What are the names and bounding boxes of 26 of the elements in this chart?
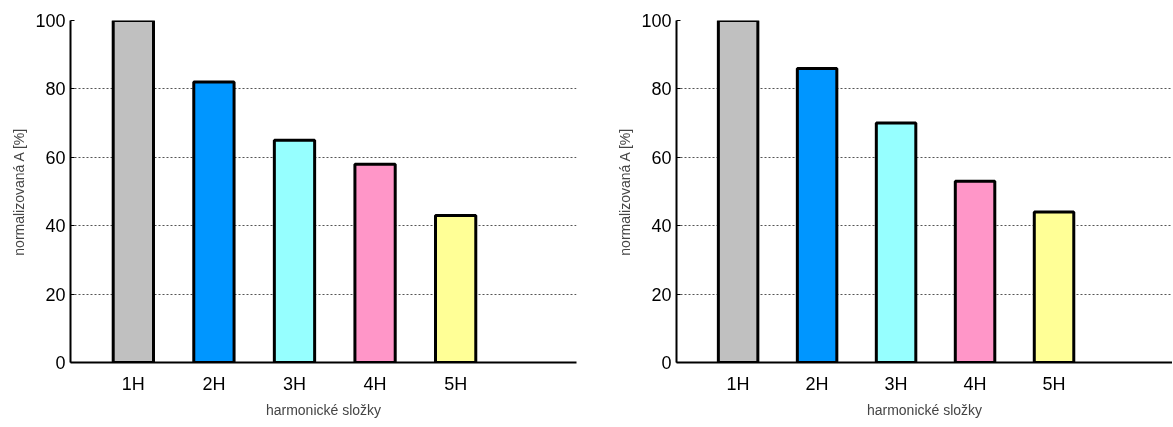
y-tick-label: 20: [651, 284, 672, 305]
x-tick-label: 2H: [805, 373, 829, 394]
x-tick-label: 4H: [963, 373, 987, 394]
x-axis-title: harmonické složky: [265, 401, 382, 418]
x-tick-label: 5H: [1042, 373, 1066, 394]
x-tick-label: 4H: [363, 373, 387, 394]
x-tick-label: 5H: [444, 373, 468, 394]
y-tick-label: 60: [45, 147, 66, 168]
y-axis-title: normalizovaná A [%]: [11, 128, 28, 256]
y-tick-label: 60: [651, 147, 672, 168]
y-tick-label: 100: [641, 11, 672, 31]
y-tick-label: 100: [35, 11, 66, 31]
y-tick-label: 0: [55, 353, 66, 373]
y-tick-label: 40: [45, 216, 66, 237]
y-axis-title: normalizovaná A [%]: [617, 128, 634, 256]
y-tick-label: 20: [45, 284, 66, 305]
x-axis-title: harmonické složky: [866, 401, 983, 418]
y-tick-label: 80: [651, 79, 672, 100]
x-tick-label: 1H: [121, 373, 145, 394]
x-tick-label: 2H: [202, 373, 226, 394]
x-tick-label: 3H: [282, 373, 306, 394]
y-tick-label: 80: [45, 79, 66, 100]
x-tick-label: 1H: [726, 373, 750, 394]
x-tick-label: 3H: [884, 373, 908, 394]
y-tick-label: 0: [661, 353, 672, 373]
y-tick-label: 40: [651, 216, 672, 237]
